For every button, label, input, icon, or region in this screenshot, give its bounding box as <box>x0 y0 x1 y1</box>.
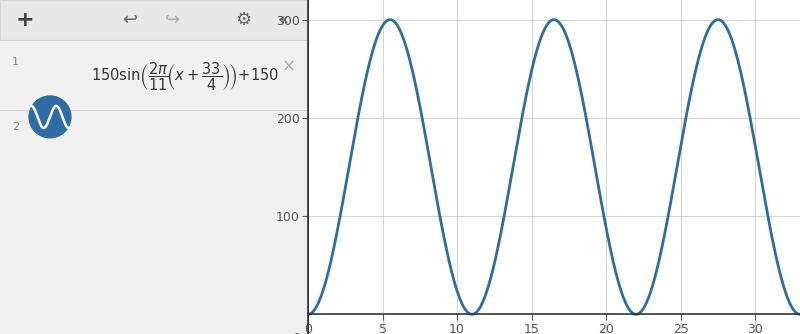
Text: 2: 2 <box>12 122 19 132</box>
Text: ×: × <box>282 58 296 76</box>
Text: 1: 1 <box>12 57 19 67</box>
Text: ↪: ↪ <box>165 11 180 29</box>
FancyBboxPatch shape <box>0 0 308 40</box>
Text: ↩: ↩ <box>122 11 137 29</box>
Text: $150\sin\!\left(\dfrac{2\pi}{11}\!\left(x+\dfrac{33}{4}\right)\!\right)\!+\!150$: $150\sin\!\left(\dfrac{2\pi}{11}\!\left(… <box>90 60 279 93</box>
Text: «: « <box>278 11 289 29</box>
Circle shape <box>29 96 71 138</box>
Text: +: + <box>15 10 34 30</box>
Text: 0: 0 <box>292 332 300 334</box>
Text: ⚙: ⚙ <box>235 11 251 29</box>
